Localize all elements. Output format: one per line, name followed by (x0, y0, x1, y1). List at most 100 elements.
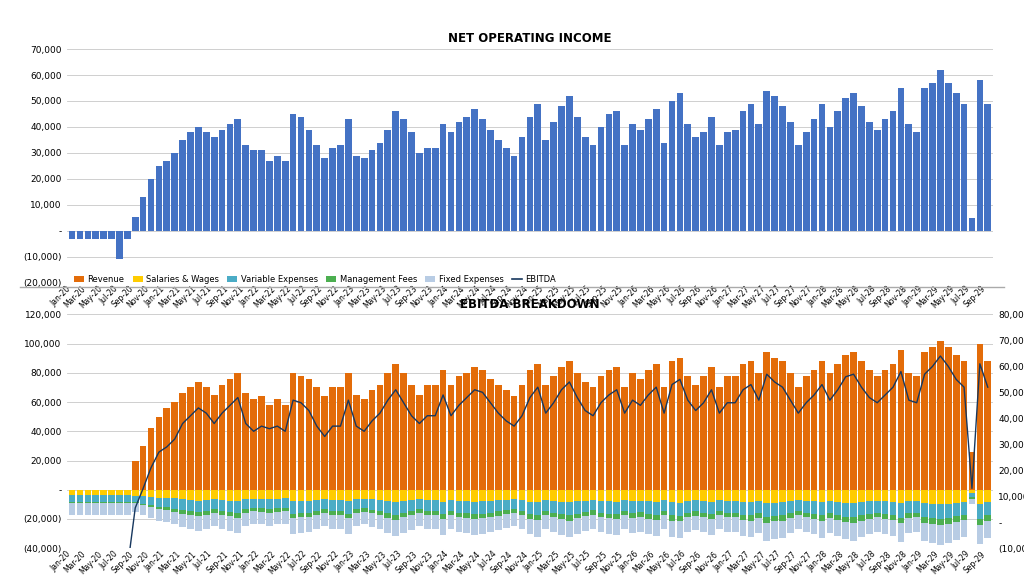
Bar (132, 460, 138, 490)
Bar (692, 384, 699, 490)
Bar (653, 502, 659, 515)
Bar (85, 490, 91, 495)
Bar (250, 150, 257, 231)
Bar (369, 391, 376, 490)
Bar (850, 490, 857, 503)
Bar (219, 515, 225, 529)
Bar (613, 502, 621, 514)
Bar (290, 114, 297, 231)
Bar (598, 490, 604, 501)
Bar (100, 503, 108, 515)
Bar (850, 523, 857, 541)
Bar (858, 106, 865, 231)
Bar (582, 512, 589, 516)
Bar (787, 513, 794, 518)
Bar (677, 490, 683, 503)
Bar (330, 511, 336, 515)
Bar (171, 490, 178, 499)
Bar (709, 519, 715, 535)
Bar (211, 509, 217, 513)
Bar (945, 83, 951, 231)
Bar (858, 503, 865, 515)
Bar (637, 517, 644, 531)
Bar (353, 155, 359, 231)
Bar (543, 511, 549, 515)
Bar (566, 503, 572, 515)
Bar (684, 490, 691, 501)
Bar (416, 395, 423, 490)
Bar (69, 490, 76, 495)
Bar (732, 130, 738, 231)
Bar (424, 500, 431, 511)
Bar (377, 490, 383, 500)
Bar (843, 522, 849, 539)
Bar (898, 350, 904, 490)
Bar (637, 501, 644, 512)
Bar (447, 490, 455, 500)
Bar (447, 384, 455, 490)
Bar (109, 503, 115, 515)
Bar (409, 500, 415, 511)
Bar (187, 388, 194, 490)
Bar (550, 376, 557, 490)
Bar (384, 501, 391, 514)
Bar (195, 490, 202, 501)
Bar (826, 490, 834, 501)
Bar (345, 501, 351, 514)
Bar (282, 405, 289, 490)
Bar (558, 490, 565, 502)
Bar (147, 490, 155, 497)
Bar (116, 503, 123, 515)
Bar (179, 499, 186, 510)
Bar (945, 347, 951, 490)
Bar (913, 376, 921, 490)
Bar (724, 501, 730, 512)
Bar (77, 503, 83, 515)
Bar (905, 501, 912, 513)
Bar (984, 515, 991, 520)
Bar (439, 490, 446, 502)
Bar (952, 93, 959, 231)
Bar (952, 522, 959, 540)
Bar (573, 373, 581, 490)
Bar (282, 499, 289, 508)
Bar (203, 515, 210, 529)
Bar (739, 520, 746, 536)
Bar (139, 446, 146, 490)
Bar (274, 512, 281, 524)
Bar (226, 512, 233, 516)
Bar (913, 501, 921, 512)
Bar (669, 361, 676, 490)
Bar (171, 509, 178, 512)
Bar (756, 501, 762, 513)
Bar (700, 512, 707, 517)
Bar (92, 231, 99, 239)
Bar (495, 384, 502, 490)
Bar (456, 517, 462, 532)
Bar (432, 511, 438, 515)
Bar (873, 517, 881, 532)
Bar (660, 490, 668, 500)
Bar (526, 502, 534, 514)
Bar (582, 137, 589, 231)
Bar (266, 509, 272, 512)
Bar (377, 515, 383, 529)
Bar (945, 524, 951, 543)
Bar (637, 130, 644, 231)
Bar (739, 515, 746, 520)
Bar (779, 361, 785, 490)
Bar (629, 124, 636, 231)
Bar (305, 379, 312, 490)
Bar (558, 367, 565, 490)
Bar (456, 490, 462, 501)
Bar (977, 344, 983, 490)
Bar (535, 104, 541, 231)
Bar (590, 145, 596, 231)
Bar (795, 511, 802, 515)
Bar (337, 490, 344, 500)
Bar (274, 490, 281, 499)
Bar (748, 490, 755, 503)
Bar (456, 501, 462, 512)
Bar (913, 490, 921, 501)
Bar (305, 517, 312, 531)
